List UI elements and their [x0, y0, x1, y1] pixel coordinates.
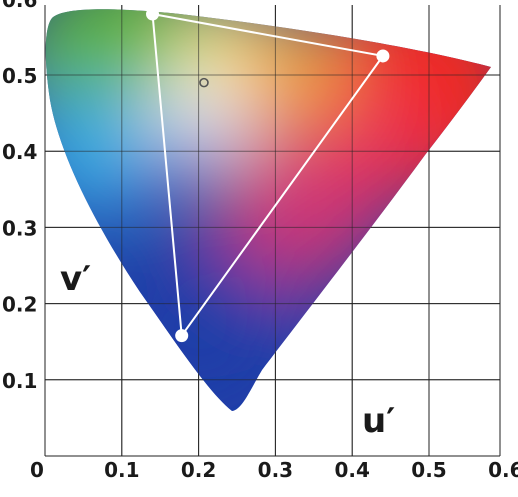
locus-color-region-9	[110, 240, 290, 412]
x-tick-label: 0.5	[411, 458, 446, 482]
x-tick-label: 0.3	[258, 458, 293, 482]
locus-color-region-4	[60, 9, 200, 100]
y-tick-label: 0.2	[2, 293, 37, 317]
y-tick-label: 0.3	[2, 216, 37, 240]
locus-color-region-8	[230, 10, 350, 130]
gamut-vertex-0	[146, 7, 160, 21]
white-point-marker	[199, 77, 209, 88]
origin-label: 0	[30, 458, 44, 482]
gamut-triangle-outline	[151, 12, 385, 339]
grid-overlay	[44, 5, 501, 457]
x-axis-ticks: 0.1 0.2 0.3 0.4 0.5 0.6	[104, 458, 518, 482]
x-tick-label: 0.2	[181, 458, 216, 482]
y-axis-ticks: 0.1 0.2 0.3 0.4 0.5 0.6	[2, 0, 37, 393]
y-tick-label: 0.6	[2, 0, 37, 12]
x-axis-label: u′	[362, 401, 395, 441]
gamut-vertex-1	[376, 49, 390, 63]
x-tick-label: 0.6	[488, 458, 518, 482]
x-tick-label: 0.4	[334, 458, 369, 482]
y-tick-label: 0.4	[2, 140, 37, 164]
locus-color-region-7	[150, 60, 260, 170]
x-tick-label: 0.1	[104, 458, 139, 482]
y-tick-label: 0.1	[2, 369, 37, 393]
y-axis-label: v′	[60, 259, 91, 299]
gamut-vertex-2	[175, 329, 189, 343]
y-tick-label: 0.5	[2, 64, 37, 88]
gamut-triangle	[151, 12, 385, 339]
locus-color-region-6	[45, 80, 165, 220]
